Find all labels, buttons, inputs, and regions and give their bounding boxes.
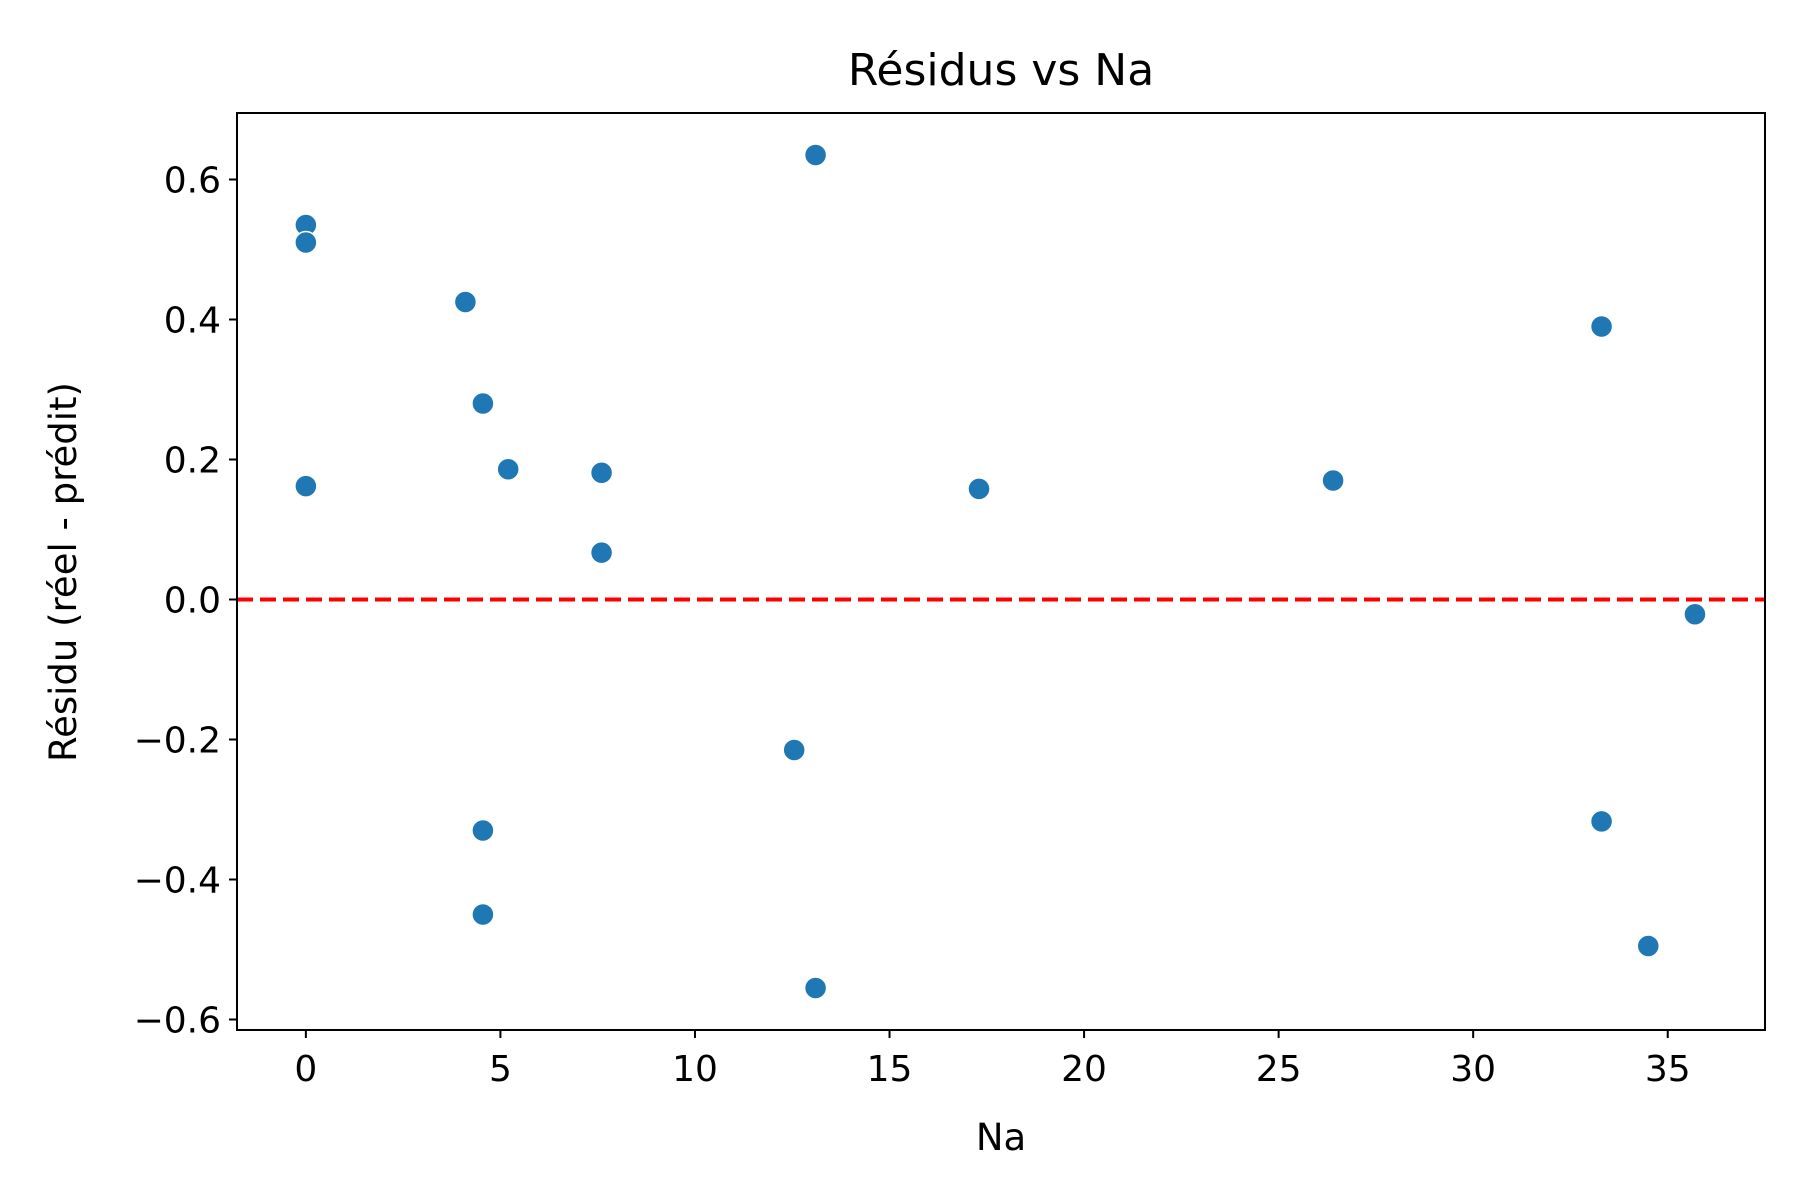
- x-tick-label: 30: [1450, 1049, 1496, 1090]
- y-tick-label: −0.2: [134, 721, 221, 762]
- scatter-point: [803, 976, 828, 1000]
- scatter-point: [453, 290, 478, 314]
- x-tick-label: 15: [867, 1049, 913, 1090]
- y-tick-label: −0.4: [134, 861, 221, 902]
- scatter-point: [782, 738, 806, 762]
- scatter-point: [589, 540, 614, 565]
- x-axis-title: Na: [976, 1116, 1026, 1159]
- scatter-point: [294, 474, 318, 498]
- scatter-point: [294, 230, 318, 255]
- scatter-point: [803, 143, 828, 167]
- scatter-point: [496, 457, 520, 482]
- scatter-point: [471, 391, 495, 416]
- data-points: [294, 143, 1707, 1000]
- x-axis: 0 5 10 15 20 25 30 35: [294, 1030, 1691, 1090]
- scatter-point: [471, 818, 495, 843]
- scatter-point: [967, 477, 991, 501]
- x-tick-label: 25: [1256, 1049, 1302, 1090]
- scatter-point: [1589, 314, 1614, 339]
- y-tick-label: 0.0: [164, 581, 221, 622]
- scatter-point: [589, 461, 614, 485]
- scatter-point: [1636, 934, 1661, 958]
- chart-title: Résidus vs Na: [848, 45, 1154, 96]
- plot-frame: [236, 112, 1766, 1031]
- x-tick-label: 20: [1061, 1049, 1107, 1090]
- x-tick-label: 35: [1645, 1049, 1691, 1090]
- y-axis: 0.6 0.4 0.2 0.0 −0.2 −0.4 −0.6: [134, 161, 237, 1042]
- y-tick-label: 0.6: [164, 161, 221, 202]
- y-tick-label: 0.4: [164, 301, 221, 342]
- y-tick-label: −0.6: [134, 1001, 221, 1042]
- x-tick-label: 10: [672, 1049, 718, 1090]
- scatter-point: [1589, 809, 1614, 834]
- scatter-point: [1321, 468, 1345, 493]
- x-tick-label: 0: [294, 1049, 317, 1090]
- y-tick-label: 0.2: [164, 441, 221, 482]
- y-axis-title: Résidu (réel - prédit): [42, 382, 85, 762]
- x-tick-label: 5: [489, 1049, 512, 1090]
- scatter-point: [1683, 602, 1707, 626]
- scatter-point: [471, 902, 495, 927]
